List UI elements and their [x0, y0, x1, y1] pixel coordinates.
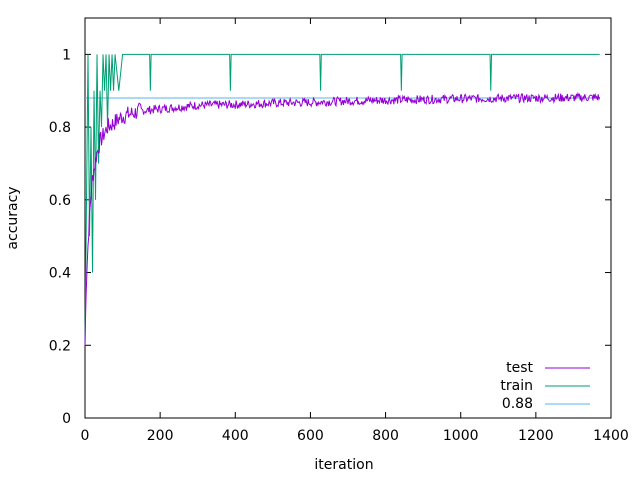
y-axis-ticks: 0 0.2 0.4 0.6 0.8 1	[49, 47, 611, 427]
y-tick-label: 0.4	[49, 266, 71, 282]
legend-label: train	[500, 378, 533, 394]
x-tick-label: 800	[372, 428, 399, 444]
legend-label: test	[506, 360, 533, 376]
x-axis-ticks: 0 200 400 600 800 1000 1200 1400	[81, 18, 629, 444]
y-tick-label: 0.2	[49, 338, 71, 354]
series-line-train	[84, 53, 600, 346]
x-tick-label: 200	[147, 428, 174, 444]
x-tick-label: 1200	[518, 428, 554, 444]
y-tick-label: 0	[62, 411, 71, 427]
y-axis-label: accuracy	[5, 186, 21, 249]
series-layer	[84, 53, 601, 346]
x-tick-label: 600	[297, 428, 324, 444]
x-tick-label: 1400	[593, 428, 629, 444]
y-tick-label: 0.8	[49, 120, 71, 136]
plot-frame	[84, 17, 612, 419]
series-line-test	[84, 91, 601, 346]
legend: test train 0.88	[500, 360, 590, 412]
x-tick-label: 400	[222, 428, 249, 444]
legend-label: 0.88	[502, 396, 533, 412]
x-tick-label: 0	[81, 428, 90, 444]
x-axis-label: iteration	[314, 457, 373, 473]
y-tick-label: 1	[62, 47, 71, 63]
x-tick-label: 1000	[443, 428, 479, 444]
y-tick-label: 0.6	[49, 193, 71, 209]
